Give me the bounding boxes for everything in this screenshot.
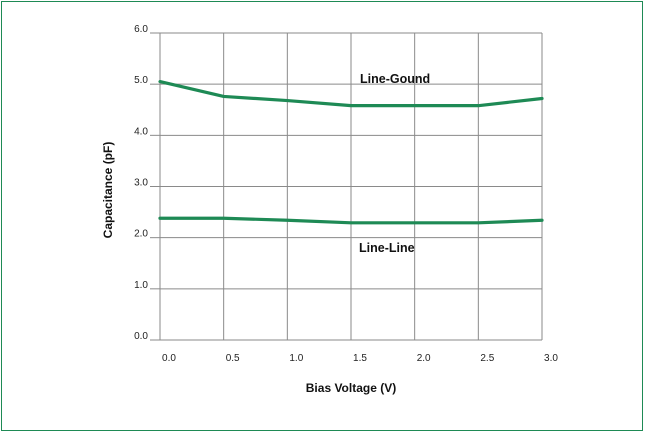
series-labels: Line-Gound Line-Line (359, 72, 430, 255)
x-tick-labels: 0.0 0.5 1.0 1.5 2.0 2.5 3.0 (162, 353, 558, 364)
y-tick-label: 4.0 (134, 126, 148, 137)
x-tick-label: 0.0 (162, 353, 176, 364)
x-tick-label: 3.0 (544, 353, 558, 364)
y-tick-label: 5.0 (134, 75, 148, 86)
x-tick-label: 2.0 (417, 353, 431, 364)
y-tick-labels: 0.0 1.0 2.0 3.0 4.0 5.0 6.0 (134, 24, 148, 342)
grid (150, 32, 543, 341)
x-tick-label: 2.5 (480, 353, 494, 364)
series-lines (158, 80, 544, 225)
series-label-1: Line-Line (359, 241, 415, 255)
y-tick-label: 3.0 (134, 178, 148, 189)
x-tick-label: 1.5 (353, 353, 367, 364)
x-axis-title: Bias Voltage (V) (306, 381, 396, 395)
series-label-0: Line-Gound (360, 72, 430, 86)
series-line-1 (158, 216, 544, 225)
y-tick-label: 0.0 (134, 331, 148, 342)
y-tick-label: 1.0 (134, 280, 148, 291)
x-tick-label: 0.5 (226, 353, 240, 364)
y-tick-label: 2.0 (134, 229, 148, 240)
series-line-0 (158, 80, 544, 108)
y-axis-title: Capacitance (pF) (101, 142, 115, 239)
y-tick-label: 6.0 (134, 24, 148, 35)
x-tick-label: 1.0 (289, 353, 303, 364)
